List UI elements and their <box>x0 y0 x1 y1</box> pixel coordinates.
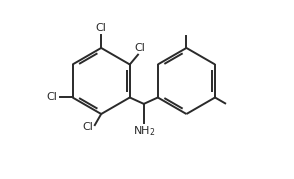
Text: Cl: Cl <box>83 122 94 132</box>
Text: Cl: Cl <box>134 43 145 53</box>
Text: Cl: Cl <box>96 23 107 33</box>
Text: Cl: Cl <box>47 93 58 103</box>
Text: NH$_2$: NH$_2$ <box>133 124 155 138</box>
